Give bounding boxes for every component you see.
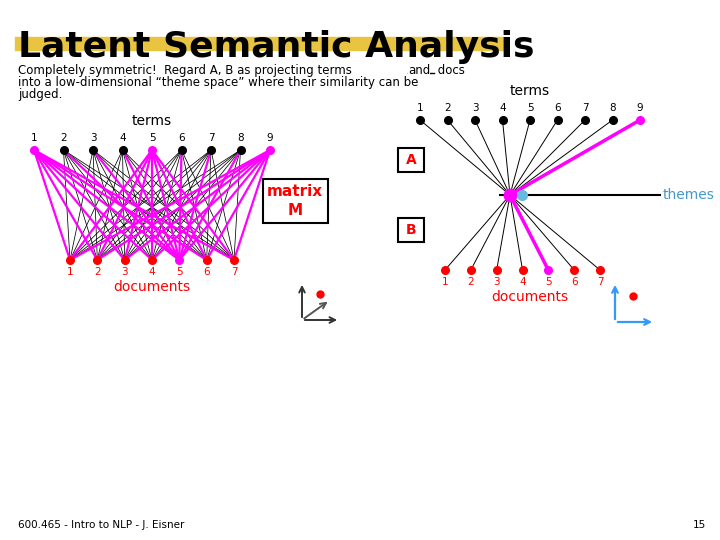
Text: 1: 1 (67, 267, 73, 277)
Text: 6: 6 (554, 103, 561, 113)
Text: 2: 2 (444, 103, 451, 113)
Text: 5: 5 (176, 267, 183, 277)
Text: Latent Semantic Analysis: Latent Semantic Analysis (18, 30, 534, 64)
Text: 9: 9 (266, 133, 274, 143)
Text: 6: 6 (571, 277, 577, 287)
Text: 4: 4 (499, 103, 506, 113)
Text: documents: documents (492, 290, 569, 304)
Text: terms: terms (132, 114, 172, 128)
Text: matrix
M: matrix M (267, 184, 323, 218)
Text: 1: 1 (417, 103, 423, 113)
Text: 6: 6 (203, 267, 210, 277)
Text: documents: documents (114, 280, 191, 294)
Bar (15, 37, 505, 50)
Text: 4: 4 (519, 277, 526, 287)
Text: A: A (405, 153, 416, 167)
Text: 6: 6 (178, 133, 185, 143)
Text: 15: 15 (693, 520, 706, 530)
Bar (398, 218, 424, 242)
Text: 2: 2 (60, 133, 67, 143)
Text: 5: 5 (527, 103, 534, 113)
Text: 2: 2 (94, 267, 101, 277)
Text: 1: 1 (441, 277, 449, 287)
Text: 1: 1 (31, 133, 37, 143)
Text: 8: 8 (237, 133, 244, 143)
Text: 600.465 - Intro to NLP - J. Eisner: 600.465 - Intro to NLP - J. Eisner (18, 520, 184, 530)
Text: 2: 2 (467, 277, 474, 287)
Text: 7: 7 (582, 103, 588, 113)
Text: terms: terms (510, 84, 550, 98)
Text: 8: 8 (609, 103, 616, 113)
Text: 5: 5 (545, 277, 552, 287)
Text: 4: 4 (120, 133, 126, 143)
Text: 3: 3 (472, 103, 478, 113)
Text: 3: 3 (122, 267, 128, 277)
Bar (263, 179, 328, 223)
Text: 3: 3 (493, 277, 500, 287)
Text: judged.: judged. (18, 88, 63, 101)
Text: 5: 5 (149, 133, 156, 143)
Text: 7: 7 (230, 267, 238, 277)
Text: 7: 7 (597, 277, 603, 287)
Text: themes: themes (663, 188, 715, 202)
Text: 3: 3 (90, 133, 96, 143)
Text: Completely symmetric!  Regard A, B as projecting terms: Completely symmetric! Regard A, B as pro… (18, 64, 356, 77)
Text: 9: 9 (636, 103, 643, 113)
Text: into a low-dimensional “theme space” where their similarity can be: into a low-dimensional “theme space” whe… (18, 76, 418, 89)
Bar (398, 148, 424, 172)
Text: 7: 7 (207, 133, 215, 143)
Text: B: B (405, 223, 416, 237)
Text: 4: 4 (149, 267, 156, 277)
Text: and: and (408, 64, 431, 77)
Text: docs: docs (434, 64, 465, 77)
